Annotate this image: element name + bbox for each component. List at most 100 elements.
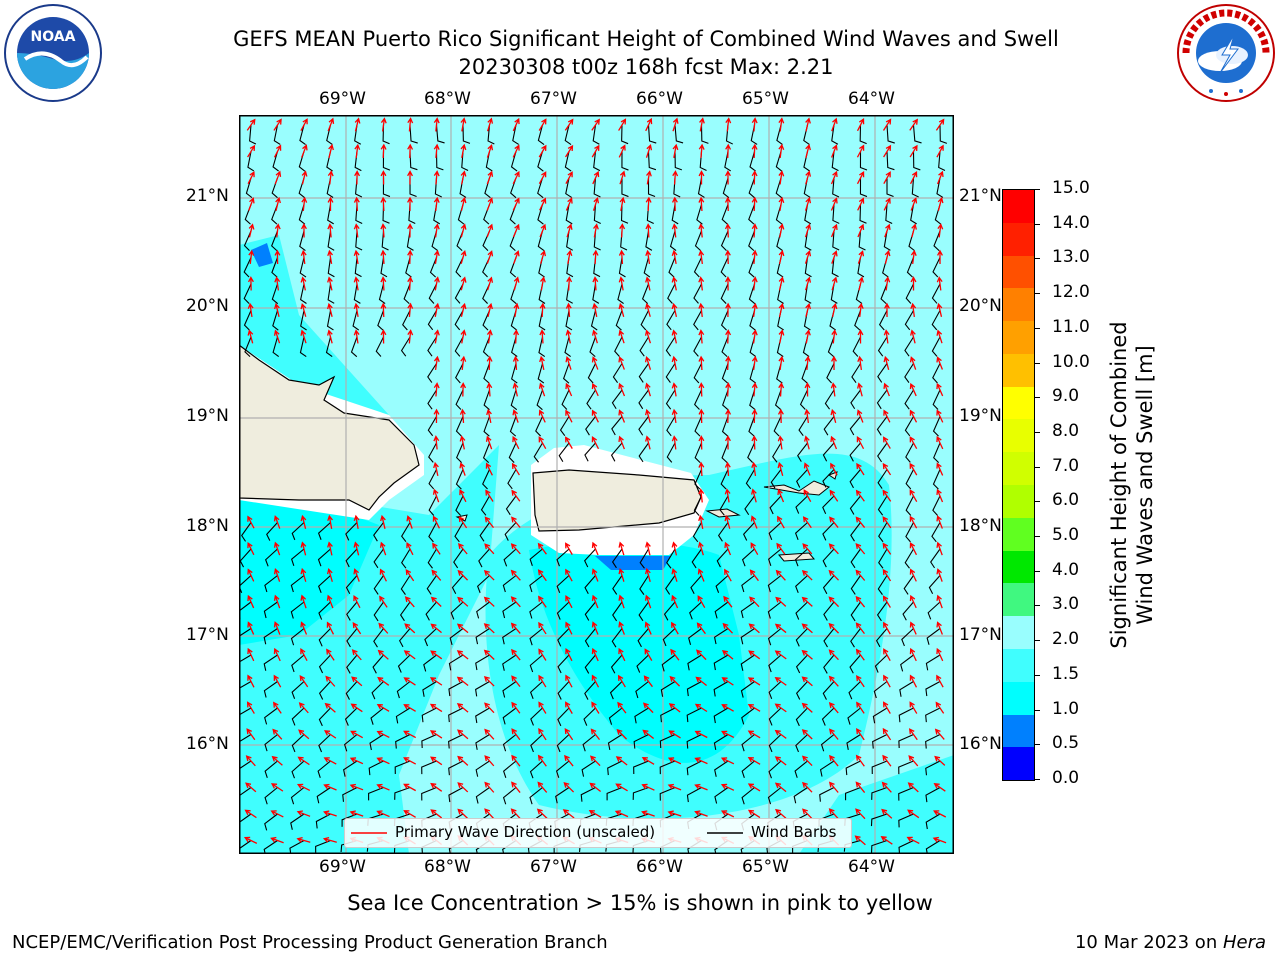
- wind-barb: [455, 442, 464, 463]
- wave-direction-arrow: [511, 781, 521, 793]
- wind-barb: [880, 283, 888, 305]
- wave-direction-arrow: [698, 514, 704, 530]
- wave-direction-arrow: [936, 568, 943, 582]
- wind-barb: [797, 442, 808, 462]
- wave-direction-arrow: [751, 435, 758, 450]
- wind-barb: [264, 734, 278, 752]
- wave-direction-arrow: [460, 196, 467, 211]
- wave-direction-arrow: [536, 808, 548, 819]
- wave-direction-arrow: [774, 729, 787, 739]
- wave-direction-arrow: [460, 170, 467, 185]
- wind-barb: [636, 654, 649, 673]
- wind-barb: [666, 416, 676, 437]
- wave-direction-arrow: [247, 674, 255, 688]
- wave-direction-arrow: [429, 730, 443, 739]
- wind-barb: [741, 787, 755, 805]
- wind-barb: [355, 204, 363, 224]
- wind-barb: [592, 283, 600, 304]
- colorbar-tick-mark: [1034, 189, 1040, 190]
- wave-direction-arrow: [667, 783, 682, 791]
- wave-direction-arrow: [856, 171, 865, 185]
- wave-direction-arrow: [857, 223, 865, 238]
- colorbar-band: [1003, 747, 1034, 781]
- wind-barb: [859, 124, 867, 145]
- colorbar-band: [1003, 517, 1034, 551]
- wind-barb: [772, 442, 782, 463]
- virgin-islands: [763, 480, 830, 496]
- nws-logo: [1176, 3, 1276, 103]
- wave-direction-arrow: [271, 755, 283, 766]
- wave-direction-arrow: [936, 594, 943, 609]
- wave-direction-arrow: [247, 621, 255, 635]
- wind-barb: [395, 707, 411, 724]
- wave-direction-arrow: [856, 118, 865, 132]
- wind-barb: [502, 601, 517, 619]
- wave-direction-arrow: [591, 568, 599, 582]
- wave-direction-arrow: [353, 541, 360, 556]
- wave-direction-arrow: [936, 329, 943, 344]
- wave-direction-arrow: [747, 677, 761, 686]
- wave-direction-arrow: [353, 594, 361, 609]
- wave-direction-arrow: [616, 728, 628, 740]
- wind-barb: [395, 734, 411, 749]
- wave-direction-arrow: [486, 223, 494, 238]
- wave-direction-arrow: [934, 755, 946, 766]
- wind-barb: [428, 495, 437, 516]
- wind-barb: [291, 734, 305, 753]
- wave-direction-arrow: [747, 703, 761, 712]
- wave-direction-arrow: [671, 249, 678, 265]
- wave-direction-arrow: [272, 728, 283, 740]
- wave-direction-arrow: [434, 302, 440, 318]
- wind-barb: [584, 601, 596, 621]
- wave-direction-arrow: [935, 701, 945, 714]
- wave-direction-arrow: [483, 675, 495, 687]
- wave-direction-arrow: [248, 249, 255, 265]
- wind-barb: [618, 257, 626, 278]
- wave-direction-arrow: [937, 249, 943, 265]
- wave-direction-arrow: [936, 462, 944, 476]
- wind-barb: [769, 495, 782, 515]
- wave-direction-arrow: [538, 436, 547, 449]
- wave-direction-legend-label: Primary Wave Direction (unscaled): [395, 823, 656, 841]
- wind-barb: [930, 548, 941, 569]
- wave-direction-arrow: [855, 781, 866, 793]
- wind-barb: [318, 654, 331, 674]
- wind-barb: [249, 124, 257, 145]
- wave-direction-arrow: [537, 542, 547, 555]
- wind-barb: [455, 416, 464, 437]
- wind-barb: [832, 204, 840, 224]
- wind-barb: [243, 257, 252, 278]
- wind-barb: [435, 124, 445, 144]
- map-legend: Primary Wave Direction (unscaled) Wind B…: [344, 818, 852, 848]
- wave-direction-arrow: [403, 810, 416, 818]
- wave-direction-arrow: [829, 516, 839, 528]
- wave-direction-arrow: [801, 702, 813, 713]
- wave-direction-arrow: [909, 568, 917, 582]
- wind-barb: [932, 416, 941, 437]
- wind-barb: [850, 575, 861, 595]
- wave-direction-arrow: [296, 836, 311, 843]
- wave-direction-arrow: [565, 701, 573, 714]
- wave-direction-arrow: [884, 302, 890, 318]
- wind-barb: [830, 283, 838, 304]
- wave-direction-arrow: [457, 782, 469, 793]
- wave-direction-arrow: [327, 514, 333, 530]
- wind-barb: [691, 548, 702, 569]
- wind-barb: [341, 813, 358, 827]
- wind-barb: [394, 760, 411, 775]
- wind-barb: [462, 124, 471, 144]
- wind-barb: [448, 707, 464, 723]
- wave-direction-arrow: [564, 754, 574, 767]
- wave-direction-arrow: [804, 382, 811, 397]
- wind-barb: [661, 654, 676, 672]
- wind-barb: [614, 336, 623, 357]
- wave-direction-arrow: [909, 436, 918, 449]
- wind-barb: [502, 654, 517, 671]
- wind-barb: [529, 681, 543, 699]
- wave-direction-arrow: [299, 675, 309, 688]
- wave-direction-arrow: [672, 170, 679, 185]
- wind-barb: [641, 283, 650, 305]
- wave-direction-arrow: [618, 647, 626, 662]
- wave-direction-arrow: [459, 435, 466, 450]
- wave-direction-arrow: [884, 276, 891, 291]
